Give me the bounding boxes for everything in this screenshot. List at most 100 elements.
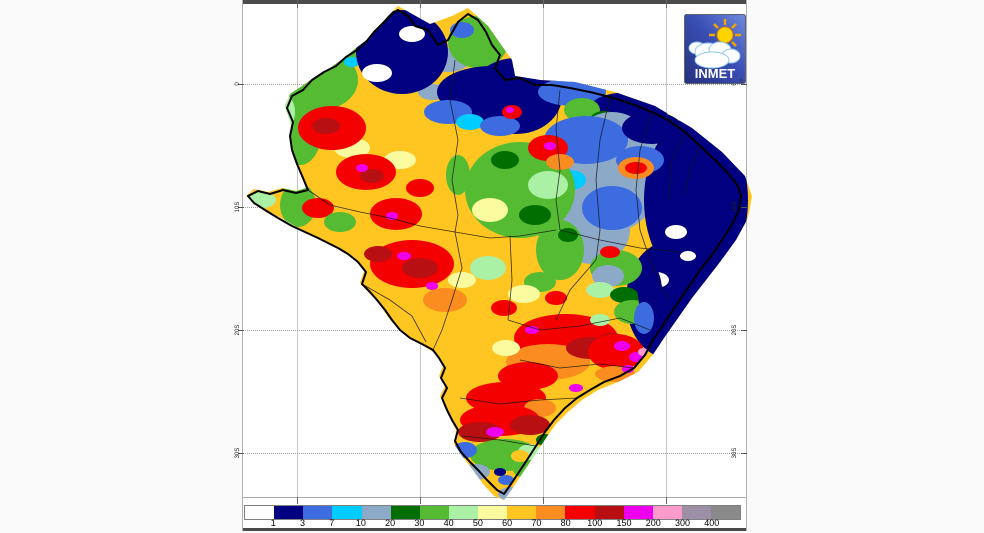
precip-region-green <box>280 183 316 227</box>
latitude-label: 30S <box>732 447 738 459</box>
legend-color-swatch <box>711 506 741 519</box>
legend-tick-label: 400 <box>704 518 720 528</box>
state-border <box>595 96 611 261</box>
frame-right-border <box>746 0 747 531</box>
country-outline <box>247 9 742 495</box>
precip-region-amber <box>511 450 529 462</box>
state-border <box>454 229 557 239</box>
precip-region-navy <box>356 10 448 94</box>
precip-region-dred <box>364 246 392 262</box>
precip-region-red <box>600 246 620 258</box>
latitude-label: 20S <box>732 324 738 336</box>
precip-region-lyellow <box>472 198 508 222</box>
legend-labels: 1 3 7 10 20 30 40 50 60 70 80 100 150 200 300 400 <box>244 518 741 529</box>
state-border <box>639 229 669 301</box>
state-border <box>507 235 513 321</box>
state-border <box>461 435 537 447</box>
legend-tick-label: 7 <box>329 518 335 528</box>
legend-tick-label: 40 <box>443 518 454 528</box>
axis-tick <box>543 0 544 8</box>
precip-region-red <box>406 179 434 197</box>
precip-region-lgreen <box>590 314 610 326</box>
legend-color-swatch <box>448 506 478 519</box>
precip-region-green <box>564 98 600 122</box>
legend-color-swatch <box>536 506 566 519</box>
precip-region-magenta <box>569 384 583 392</box>
precip-region-orange <box>423 288 467 312</box>
precip-region-red <box>491 300 517 316</box>
precip-region-magenta <box>356 164 368 172</box>
axis-tick <box>420 0 421 8</box>
legend-tick-label: 3 <box>299 518 305 528</box>
axis-tick <box>741 84 747 85</box>
legend-tick-label: 60 <box>502 518 513 528</box>
axis-tick <box>297 0 298 8</box>
latitude-label: 0 <box>235 82 241 86</box>
precip-region-white <box>362 64 392 82</box>
axis-tick <box>297 497 298 504</box>
legend-tick-label: 80 <box>560 518 571 528</box>
precip-region-lgreen <box>470 256 506 280</box>
precip-region-lyellow <box>448 272 476 288</box>
precip-region-lyellow <box>492 340 520 356</box>
legend-color-swatch <box>303 506 333 519</box>
state-border <box>519 359 635 369</box>
precip-region-red <box>625 162 647 174</box>
precip-region-magenta <box>397 252 411 260</box>
axis-tick <box>420 497 421 504</box>
precip-region-red <box>588 334 644 370</box>
precip-region-lgreen <box>586 282 614 298</box>
precip-region-green <box>271 161 299 189</box>
legend-tick-label: 100 <box>587 518 603 528</box>
legend-tick-label: 10 <box>355 518 366 528</box>
legend-color-swatch <box>565 506 595 519</box>
precip-region-dred <box>402 258 438 278</box>
precip-region-magenta <box>544 142 556 150</box>
axis-tick <box>238 207 244 208</box>
legend-color-swatch <box>245 506 275 519</box>
precip-region-red <box>508 31 534 49</box>
state-border <box>432 231 463 351</box>
axis-tick <box>666 497 667 504</box>
precip-region-dgreen <box>558 228 578 242</box>
axis-tick <box>741 330 747 331</box>
state-border <box>459 397 578 405</box>
axis-tick <box>666 0 667 8</box>
legend-tick-label: 150 <box>616 518 632 528</box>
precip-region-blue <box>582 186 642 230</box>
legend-color-swatch <box>274 506 304 519</box>
latitude-label: 10S <box>732 201 738 213</box>
inmet-logo: INMET ® <box>684 14 746 84</box>
legend-color-swatch <box>681 506 711 519</box>
precip-region-dgreen <box>519 205 551 225</box>
axis-tick <box>238 84 244 85</box>
axis-tick <box>543 497 544 504</box>
precip-region-blue <box>634 302 654 334</box>
precip-region-magenta <box>506 107 514 113</box>
precip-region-magenta <box>517 34 527 42</box>
precip-region-blue <box>480 116 520 136</box>
precip-region-magenta <box>486 427 504 437</box>
state-border <box>667 131 686 201</box>
sun-icon <box>709 19 741 51</box>
precip-region-lgreen <box>528 171 568 199</box>
latitude-label: 30S <box>235 447 241 459</box>
state-border <box>555 89 561 231</box>
state-border <box>683 145 701 196</box>
state-border <box>635 111 653 231</box>
legend-tick-label: 70 <box>531 518 542 528</box>
legend-tick-label: 50 <box>472 518 483 528</box>
precip-region-dred <box>510 415 550 435</box>
precip-region-green <box>446 155 470 195</box>
legend-color-swatch <box>419 506 449 519</box>
legend-tick-label: 300 <box>675 518 691 528</box>
x-axis-line <box>243 497 746 498</box>
precip-region-steel <box>592 265 624 287</box>
axis-tick <box>741 453 747 454</box>
precip-region-blue <box>498 475 514 485</box>
state-border <box>307 189 456 233</box>
frame-bottom-border <box>243 528 746 531</box>
precip-region-magenta <box>614 341 630 351</box>
precip-region-dred <box>312 118 340 134</box>
